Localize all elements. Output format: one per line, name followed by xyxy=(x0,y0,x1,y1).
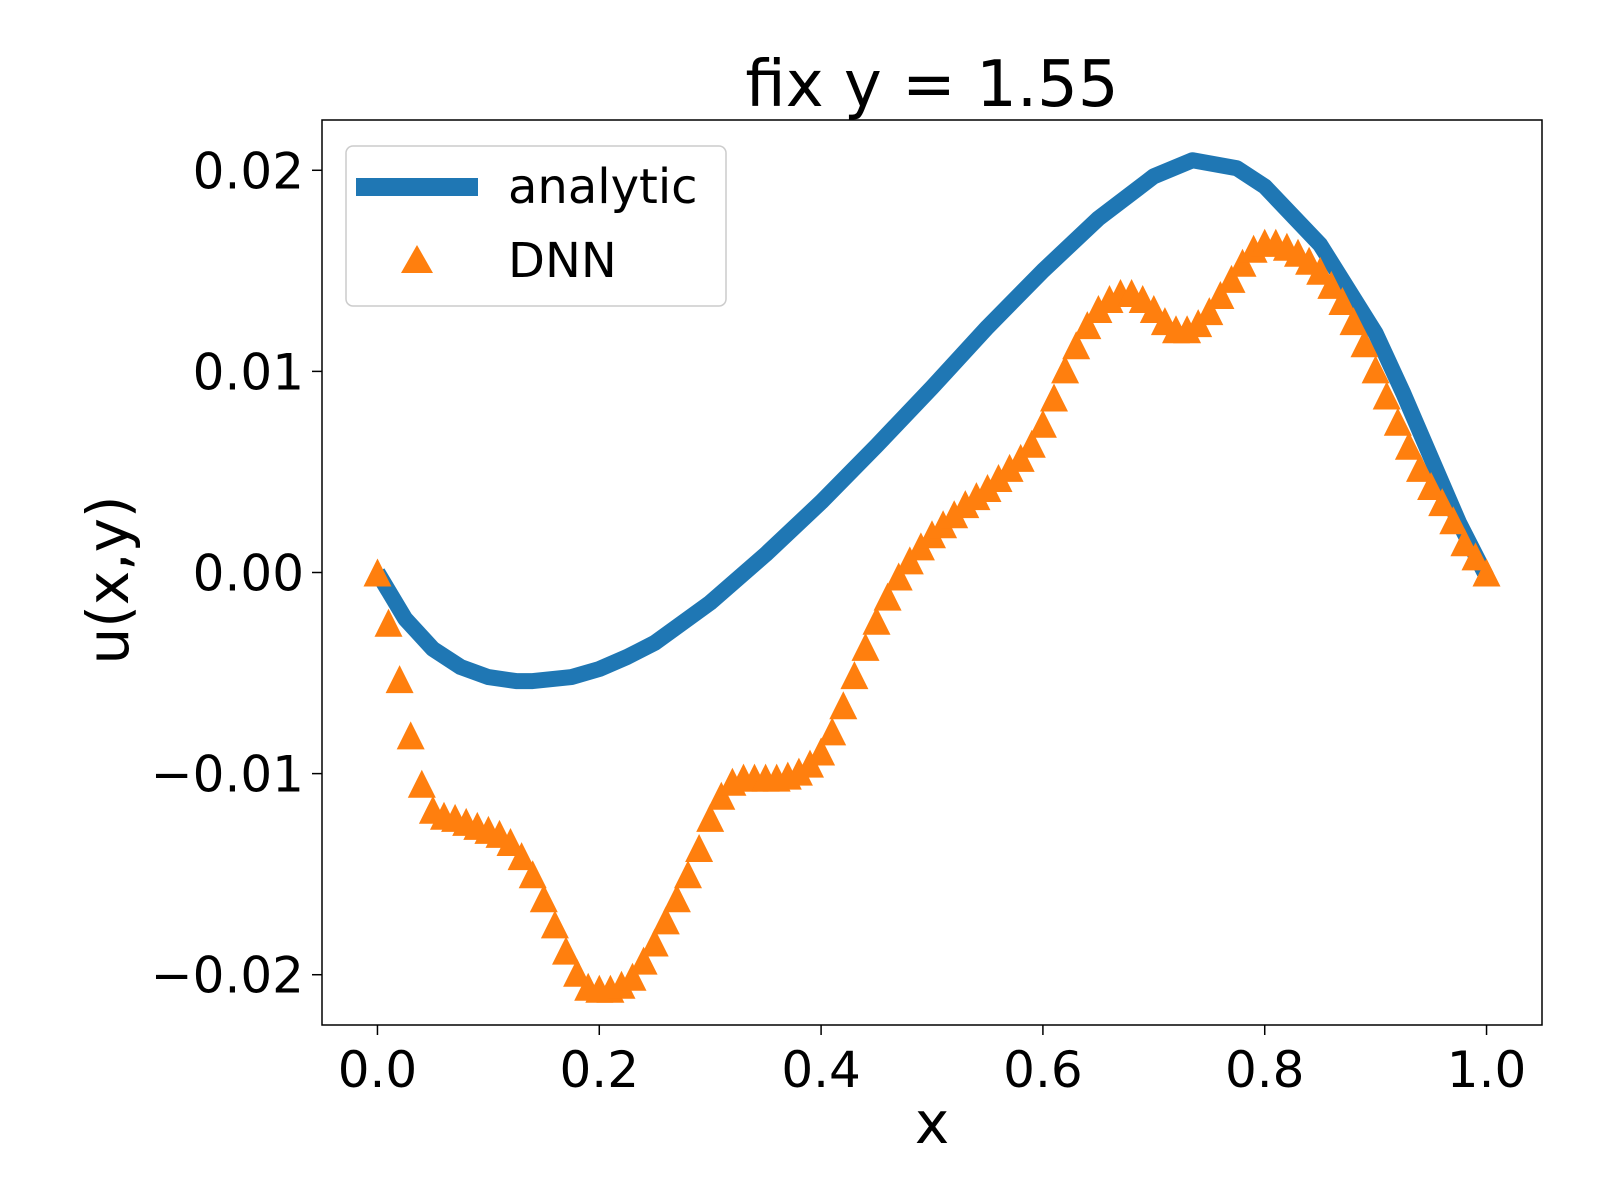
dnn-point xyxy=(629,946,658,975)
dnn-point xyxy=(696,803,725,832)
dnn-point xyxy=(552,936,580,965)
dnn-point xyxy=(818,717,847,746)
dnn-point xyxy=(1472,558,1501,587)
dnn-point xyxy=(407,769,436,798)
dnn-point xyxy=(518,860,547,889)
dnn-point xyxy=(873,582,902,611)
dnn-point xyxy=(1306,256,1335,285)
dnn-point xyxy=(685,834,714,862)
dnn-point xyxy=(496,828,525,856)
dnn-point xyxy=(1217,264,1246,293)
dnn-point xyxy=(1317,270,1346,299)
analytic-series-layer xyxy=(370,152,1494,690)
dnn-point xyxy=(1051,355,1080,384)
dnn-point xyxy=(1439,506,1468,535)
x-axis-label: x xyxy=(915,1089,949,1157)
dnn-point xyxy=(1361,355,1390,384)
dnn-point xyxy=(1406,453,1434,482)
x-tick-label: 1.0 xyxy=(1447,1041,1527,1099)
dnn-point xyxy=(1062,331,1091,360)
dnn-point xyxy=(529,884,558,913)
dnn-point xyxy=(807,737,836,766)
y-axis-label: u(x,y) xyxy=(74,495,142,664)
dnn-point xyxy=(1328,287,1357,315)
dnn-point xyxy=(540,910,569,939)
y-axis: −0.02 −0.01 0.00 0.01 0.02 xyxy=(151,142,322,1005)
dnn-point xyxy=(951,490,980,519)
dnn-point xyxy=(385,665,414,694)
dnn-point xyxy=(840,661,869,690)
dnn-point xyxy=(1006,443,1035,472)
dnn-point xyxy=(829,691,858,720)
y-tick-label: 0.01 xyxy=(193,343,304,401)
y-tick-label: 0.00 xyxy=(193,545,304,603)
dnn-point xyxy=(396,721,425,750)
dnn-point xyxy=(374,608,403,637)
dnn-point xyxy=(851,632,880,661)
dnn-point xyxy=(1350,329,1379,358)
chart-title: fix y = 1.55 xyxy=(745,48,1118,122)
dnn-point xyxy=(1028,409,1057,438)
dnn-point xyxy=(1383,407,1412,436)
dnn-series-layer xyxy=(363,228,1501,1003)
dnn-point xyxy=(1339,307,1368,336)
dnn-point xyxy=(1206,281,1235,309)
dnn-point xyxy=(1228,248,1257,277)
analytic-line xyxy=(370,152,1494,690)
dnn-point xyxy=(1428,488,1457,517)
x-tick-label: 0.2 xyxy=(560,1041,640,1099)
dnn-point xyxy=(962,482,991,511)
dnn-point xyxy=(1195,297,1224,326)
dnn-point xyxy=(862,606,891,635)
dnn-point xyxy=(1040,383,1068,412)
dnn-point xyxy=(1394,431,1423,460)
x-tick-label: 0.4 xyxy=(781,1041,861,1099)
y-tick-label: 0.02 xyxy=(193,142,304,200)
dnn-point xyxy=(507,842,536,871)
legend-analytic-label: analytic xyxy=(508,159,698,215)
dnn-point xyxy=(1372,381,1401,410)
dnn-point xyxy=(640,928,669,957)
dnn-point xyxy=(651,906,680,935)
legend-dnn-swatch xyxy=(401,245,433,273)
x-tick-label: 0.8 xyxy=(1225,1041,1305,1099)
x-axis: 0.0 0.2 0.4 0.6 0.8 1.0 xyxy=(338,1025,1527,1099)
x-tick-label: 0.0 xyxy=(338,1041,418,1099)
x-tick-label: 0.6 xyxy=(1003,1041,1083,1099)
dnn-point xyxy=(1450,528,1479,557)
legend: analytic DNN xyxy=(345,145,727,307)
dnn-point xyxy=(1073,311,1102,340)
y-tick-label: −0.01 xyxy=(151,746,304,804)
dnn-point xyxy=(618,962,647,991)
dnn-point xyxy=(884,562,913,591)
y-tick-label: −0.02 xyxy=(151,947,304,1005)
dnn-point xyxy=(563,958,592,987)
dnn-point xyxy=(674,860,702,889)
dnn-point xyxy=(1017,429,1046,458)
dnn-point xyxy=(1461,542,1490,571)
dnn-point xyxy=(363,558,392,587)
legend-dnn-label: DNN xyxy=(508,233,617,289)
dnn-point xyxy=(1417,472,1446,500)
dnn-point xyxy=(662,884,691,913)
dnn-point xyxy=(784,757,813,786)
